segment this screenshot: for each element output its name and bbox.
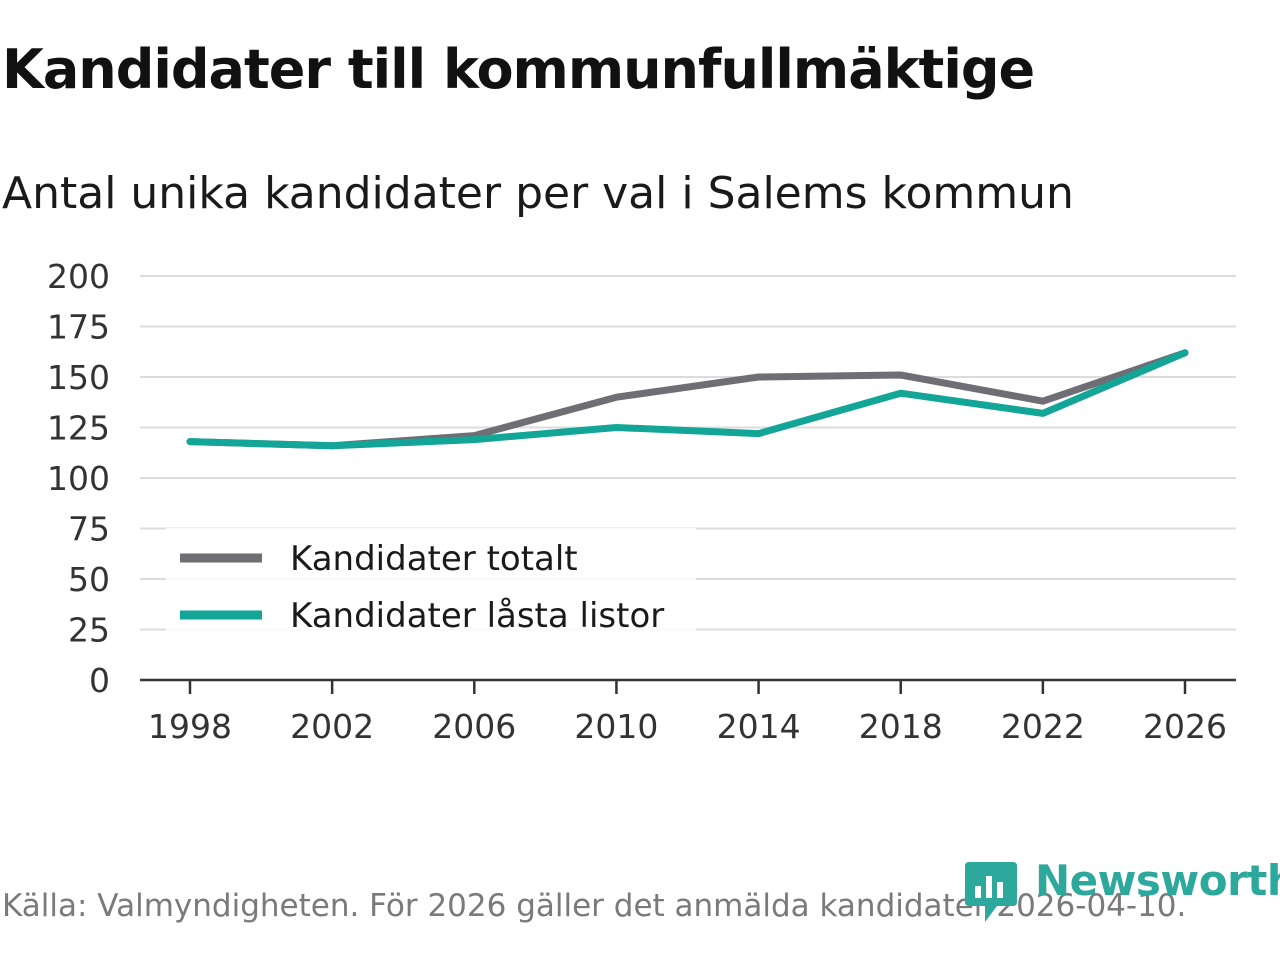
y-tick-label: 50	[68, 560, 110, 599]
x-tick-label: 1998	[148, 707, 232, 746]
chart-title: Kandidater till kommunfullmäktige	[2, 38, 1035, 101]
legend: Kandidater totalt Kandidater låsta listor	[166, 528, 696, 636]
y-tick-label: 75	[68, 510, 110, 549]
y-tick-label: 125	[47, 409, 110, 448]
series-lines	[186, 349, 1189, 450]
y-axis-ticks: 0 25 50 75 100 125 150 175 200	[47, 257, 110, 700]
x-tick-label: 2010	[574, 707, 658, 746]
x-tick-label: 2026	[1143, 707, 1227, 746]
chart-subtitle: Antal unika kandidater per val i Salems …	[2, 168, 1074, 219]
y-tick-label: 0	[89, 661, 110, 700]
legend-label: Kandidater låsta listor	[290, 596, 664, 636]
y-tick-label: 200	[47, 257, 110, 296]
x-tick-label: 2018	[859, 707, 943, 746]
y-tick-label: 100	[47, 459, 110, 498]
y-tick-label: 175	[47, 308, 110, 347]
line-chart: 0 25 50 75 100 125 150 175 200 1998 2002 2006 2010 2…	[47, 257, 1236, 746]
y-tick-label: 25	[68, 611, 110, 650]
legend-label: Kandidater totalt	[290, 539, 578, 579]
series-line-kandidater-lasta-listor	[186, 349, 1189, 450]
x-axis: 1998 2002 2006 2010 2014 2018 2022 2026	[140, 678, 1236, 746]
logo-wordmark: Newsworthy	[1035, 856, 1280, 905]
newsworthy-logo: Newsworthy	[965, 856, 1280, 924]
x-tick-label: 2006	[432, 707, 516, 746]
x-tick-label: 2022	[1001, 707, 1085, 746]
bar-chart-icon	[965, 862, 1017, 922]
y-tick-label: 150	[47, 358, 110, 397]
x-tick-label: 2002	[290, 707, 374, 746]
x-tick-label: 2014	[717, 707, 801, 746]
